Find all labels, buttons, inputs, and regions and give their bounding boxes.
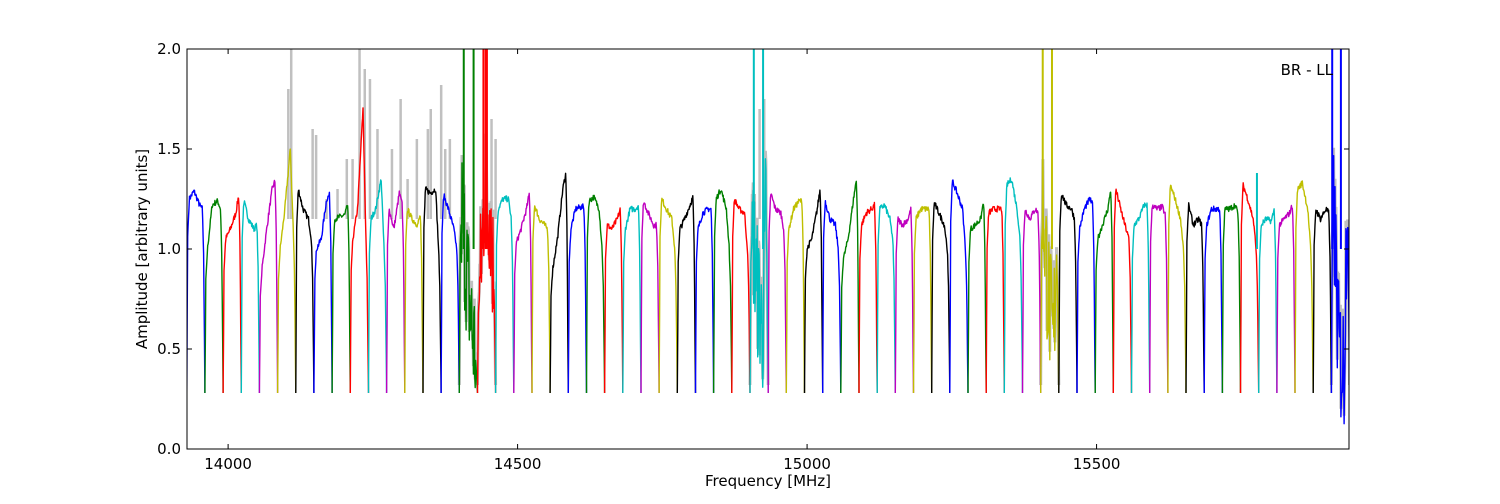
- x-tick-label: 15000: [783, 455, 831, 473]
- channel-trace: [240, 200, 261, 394]
- channel-trace: [840, 180, 860, 394]
- channel-trace: [694, 206, 715, 394]
- channel-trace: [767, 193, 787, 394]
- channel-trace: [622, 204, 642, 394]
- channel-trace: [1276, 204, 1296, 394]
- channel-trace: [367, 179, 388, 394]
- channel-trace: [658, 197, 678, 394]
- channel-trace: [985, 205, 1005, 394]
- channel-trace: [1021, 207, 1042, 394]
- x-axis: 14000 14500 15000 15500: [204, 49, 1120, 473]
- channel-trace: [1221, 203, 1242, 394]
- channel-trace: [785, 197, 806, 394]
- channel-trace: [1257, 208, 1278, 394]
- channel-trace: [731, 198, 751, 394]
- y-axis: 0.0 0.5 1.0 1.5 2.0: [157, 40, 1349, 458]
- channel-trace: [1094, 191, 1115, 394]
- grey-series: [287, 49, 1349, 416]
- y-tick-label: 0.0: [157, 440, 181, 458]
- channel-trace: [1148, 203, 1169, 394]
- channel-trace: [876, 203, 896, 394]
- channel-trace: [1330, 154, 1349, 425]
- channel-trace: [894, 206, 915, 394]
- channel-trace: [349, 107, 370, 394]
- channel-trace: [276, 148, 297, 394]
- y-tick-label: 0.5: [157, 340, 181, 358]
- channel-trace: [603, 207, 624, 394]
- channel-trace: [640, 202, 660, 394]
- channel-trace: [822, 199, 842, 394]
- x-tick-label: 14000: [204, 455, 252, 473]
- y-tick-label: 2.0: [157, 40, 181, 58]
- channel-trace: [1239, 182, 1260, 394]
- channel-trace: [440, 193, 460, 394]
- channel-trace: [331, 204, 351, 394]
- annotation-label: BR - LL: [1281, 61, 1334, 79]
- channel-trace: [1203, 205, 1224, 394]
- channel-trace: [385, 190, 406, 394]
- x-axis-label: Frequency [MHz]: [705, 472, 831, 490]
- channel-trace: [949, 179, 969, 394]
- channel-trace: [912, 205, 933, 394]
- channel-trace: [676, 194, 697, 394]
- channel-trace: [931, 202, 951, 394]
- channel-trace: [404, 207, 424, 394]
- channel-trace: [585, 194, 606, 394]
- channel-trace: [187, 189, 206, 394]
- channel-trace: [422, 186, 442, 394]
- channel-trace: [967, 203, 987, 394]
- channel-trace: [858, 201, 878, 394]
- channel-trace: [1003, 177, 1024, 394]
- channel-trace: [712, 189, 733, 394]
- channel-trace: [513, 192, 533, 394]
- channel-trace: [204, 198, 224, 394]
- y-tick-label: 1.0: [157, 240, 181, 258]
- channel-series: [187, 49, 1349, 425]
- channel-trace: [295, 189, 315, 394]
- x-tick-label: 14500: [494, 455, 542, 473]
- channel-trace: [1039, 166, 1060, 394]
- channel-trace: [1130, 202, 1151, 394]
- channel-trace: [222, 197, 242, 394]
- channel-trace: [1312, 206, 1333, 394]
- channel-trace: [531, 205, 551, 394]
- channel-trace: [1058, 194, 1078, 394]
- channel-trace: [803, 189, 824, 394]
- channel-trace: [1185, 202, 1205, 394]
- channel-trace: [1112, 188, 1133, 394]
- y-axis-label: Amplitude [arbitrary units]: [133, 149, 151, 349]
- x-tick-label: 15500: [1073, 455, 1121, 473]
- channel-trace: [258, 179, 279, 394]
- channel-trace: [494, 195, 515, 394]
- channel-trace: [1167, 184, 1187, 394]
- channel-trace: [313, 191, 333, 394]
- channel-trace: [549, 172, 569, 394]
- channel-trace: [1076, 196, 1096, 394]
- y-tick-label: 1.5: [157, 140, 181, 158]
- channel-trace: [567, 203, 588, 394]
- channel-trace: [1294, 180, 1314, 394]
- channel-trace: [458, 162, 479, 394]
